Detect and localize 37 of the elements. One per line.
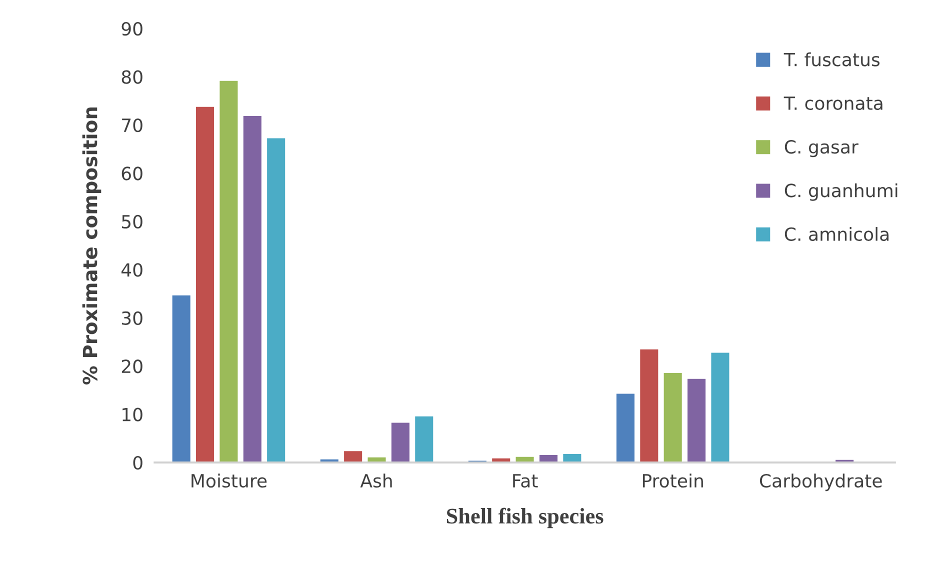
y-tick-label: 30 bbox=[122, 311, 142, 325]
bar bbox=[414, 415, 435, 463]
bar bbox=[538, 454, 559, 463]
legend-label: C. guanhumi bbox=[784, 183, 898, 201]
bar bbox=[562, 452, 583, 463]
bar bbox=[615, 392, 636, 463]
bar bbox=[710, 351, 731, 463]
bar bbox=[218, 79, 240, 463]
x-tick-label: Ash bbox=[360, 474, 392, 488]
y-tick-label: 10 bbox=[122, 408, 142, 422]
y-tick-label: 80 bbox=[122, 70, 142, 84]
legend-label: T. fuscatus bbox=[784, 52, 880, 66]
bar bbox=[194, 105, 216, 463]
x-tick-label: Carbohydrate bbox=[760, 474, 882, 492]
y-tick-label: 20 bbox=[122, 360, 142, 374]
bar bbox=[638, 348, 660, 463]
y-tick-label: 40 bbox=[121, 263, 142, 277]
bar bbox=[342, 450, 364, 463]
x-tick-label: Fat bbox=[513, 474, 538, 488]
bar bbox=[686, 377, 707, 463]
y-axis-title: % Proximate composition bbox=[82, 107, 102, 384]
bar bbox=[266, 136, 286, 463]
y-tick-label: 90 bbox=[122, 22, 142, 36]
legend-label: C. amnicola bbox=[784, 227, 889, 241]
bar bbox=[662, 372, 684, 463]
bar bbox=[242, 114, 263, 463]
y-tick-label: 0 bbox=[133, 456, 142, 470]
y-tick-label: 50 bbox=[122, 214, 142, 229]
bar bbox=[390, 421, 411, 463]
bar bbox=[170, 294, 192, 463]
x-tick-label: Protein bbox=[642, 474, 703, 488]
x-tick-label: Moisture bbox=[192, 474, 267, 488]
y-tick-label: 70 bbox=[122, 118, 142, 132]
legend-label: C. gasar bbox=[784, 140, 858, 158]
legend-label: T. coronata bbox=[784, 96, 882, 110]
x-axis-title: Shell fish species bbox=[446, 508, 604, 528]
y-tick-label: 60 bbox=[122, 166, 142, 180]
